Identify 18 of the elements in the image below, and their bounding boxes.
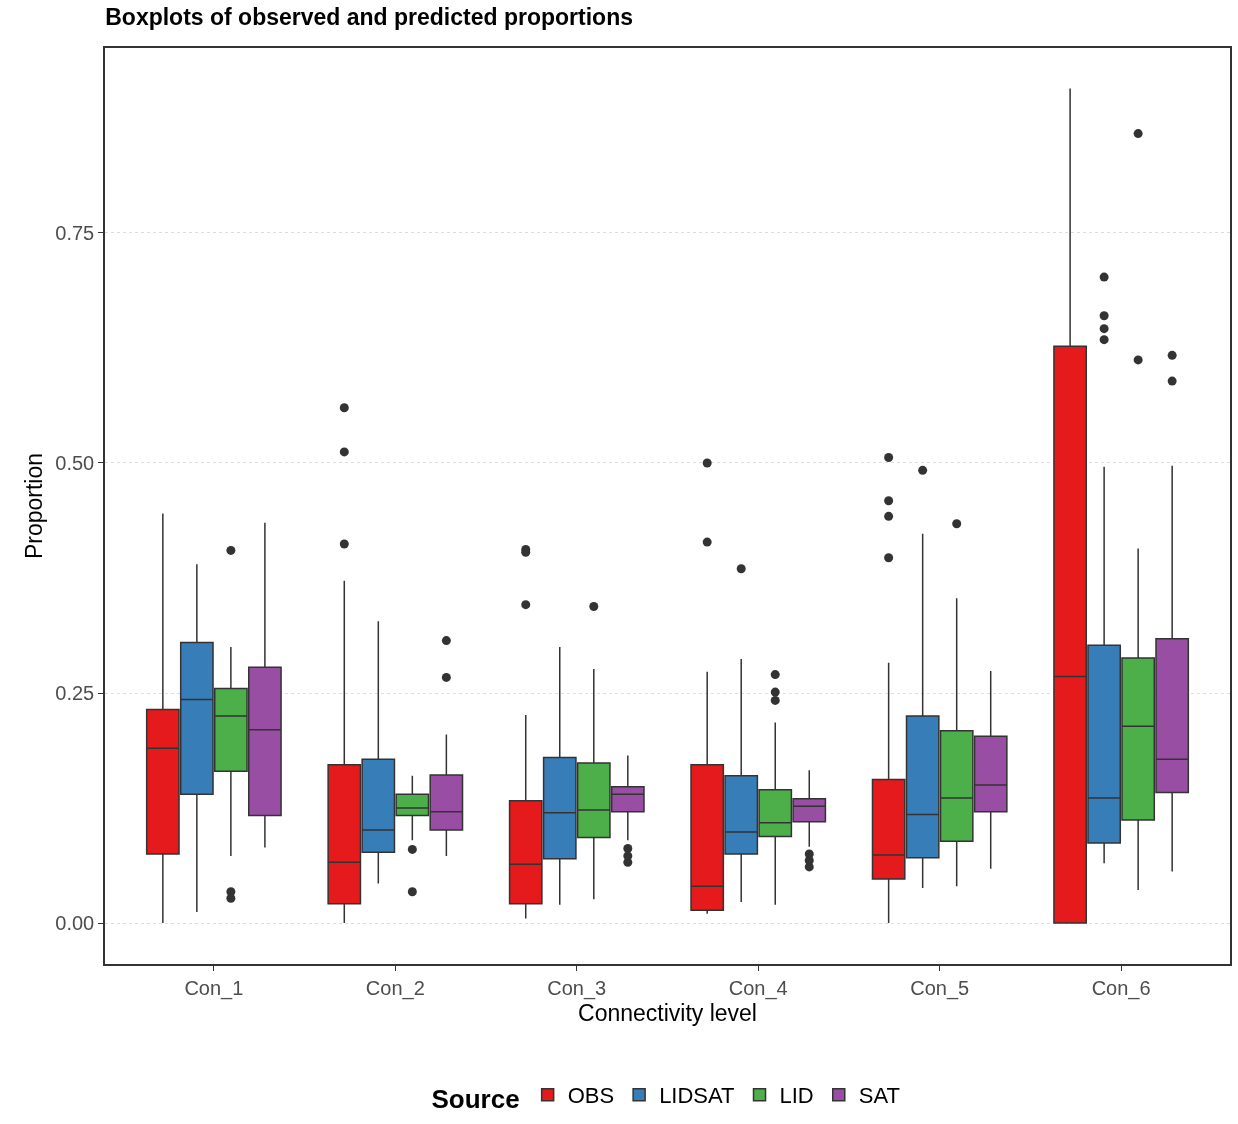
y-tick-label: 0.25 — [55, 682, 95, 705]
legend-label: LID — [779, 1083, 814, 1109]
legend-label: SAT — [858, 1083, 900, 1109]
legend-label: OBS — [567, 1083, 615, 1109]
x-tick-label: Con_6 — [1091, 976, 1151, 1000]
y-tick-label: 0.00 — [55, 912, 95, 935]
x-axis-title: Connectivity level — [578, 999, 757, 1026]
legend-title: Source — [431, 1083, 520, 1114]
x-tick-label: Con_4 — [728, 976, 788, 1000]
y-tick-label: 0.75 — [55, 221, 95, 244]
chart-title: Boxplots of observed and predicted proportions — [105, 4, 633, 31]
x-tick-label: Con_5 — [910, 976, 970, 1000]
y-tick-label: 0.50 — [55, 451, 95, 474]
x-tick-label: Con_3 — [547, 976, 607, 1000]
x-tick-label: Con_1 — [184, 976, 244, 1000]
x-tick-label: Con_2 — [365, 976, 425, 1000]
legend-label: LIDSAT — [659, 1083, 735, 1109]
y-axis-title: Proportion — [21, 452, 48, 560]
